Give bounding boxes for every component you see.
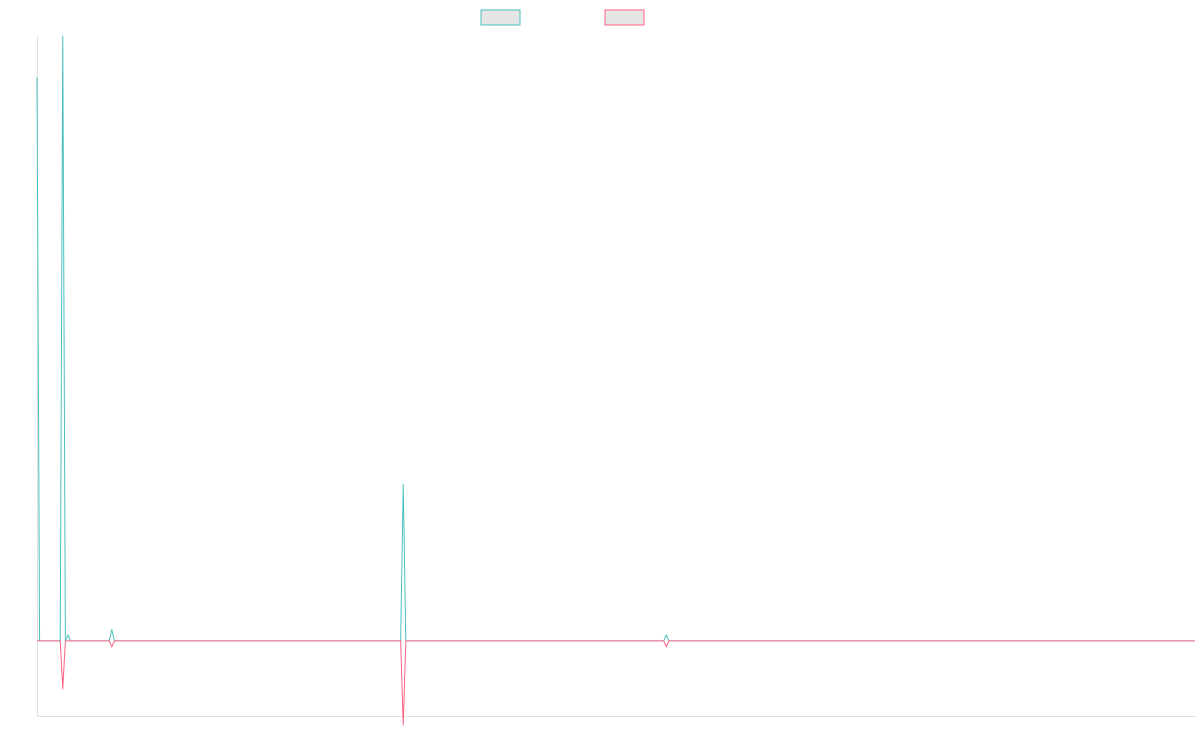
legend-item-series-1[interactable] <box>480 9 521 26</box>
legend-swatch-series-2 <box>604 9 645 26</box>
legend-item-series-2[interactable] <box>604 9 645 26</box>
series-line-1 <box>36 35 1195 642</box>
legend-swatch-series-1 <box>480 9 521 26</box>
series-layer <box>36 35 1195 726</box>
series-line-2 <box>37 640 1195 726</box>
chart-legend <box>480 9 645 26</box>
plot-area <box>36 35 1195 726</box>
